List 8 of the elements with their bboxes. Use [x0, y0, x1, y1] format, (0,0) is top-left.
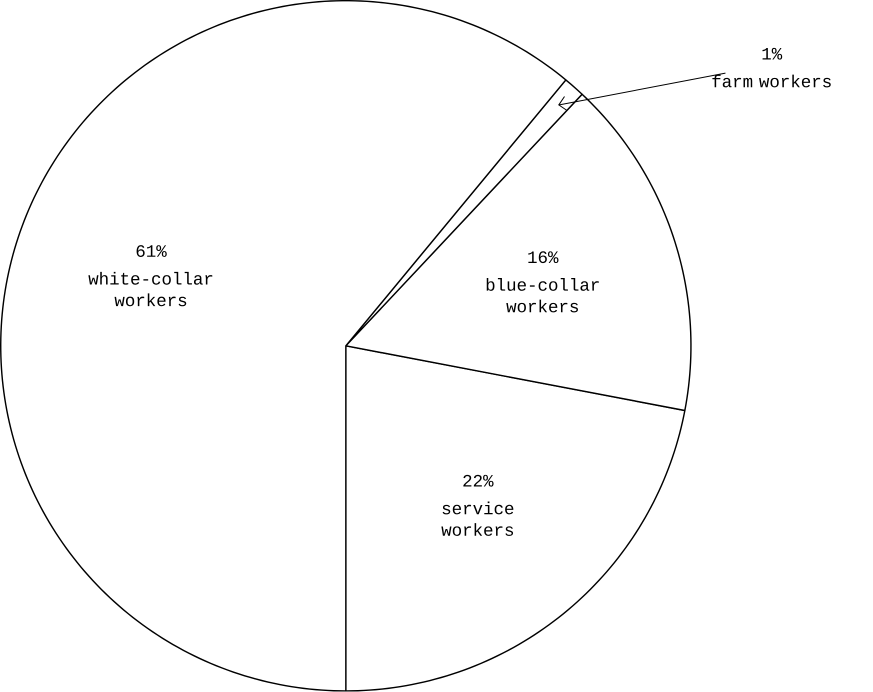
- slice-label: white-collar workers: [88, 272, 212, 306]
- data-label: 61%: [136, 245, 167, 258]
- data-label: 16%: [528, 251, 558, 264]
- data-label: 1%: [762, 48, 782, 60]
- data-label: 22%: [463, 474, 494, 487]
- slice-label: blue-collar workers: [486, 278, 599, 313]
- slice-label: service workers: [441, 502, 514, 536]
- slice-label: farm workers: [712, 74, 831, 88]
